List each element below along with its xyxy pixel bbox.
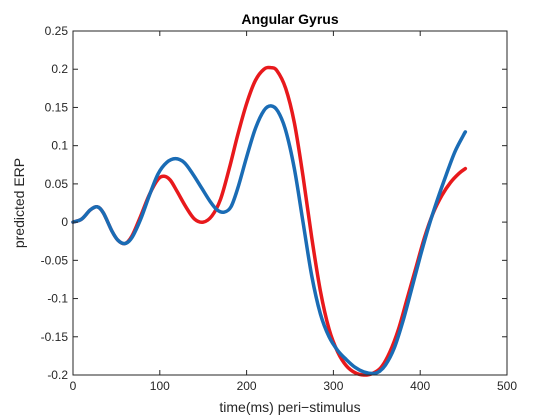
- y-tick-label: 0.05: [45, 177, 69, 191]
- series-layer: [71, 65, 468, 377]
- y-tick-label: 0.1: [51, 139, 68, 153]
- y-axis-label: predicted ERP: [11, 158, 27, 248]
- series-line-2: [71, 104, 468, 376]
- ticks-layer: 0 100 200 300 400 500 -0.2 -0.15 -0.1 -0.05 0 0.05 0…: [41, 24, 518, 393]
- x-axis-label: time(ms) peri−stimulus: [219, 399, 360, 415]
- plot-area: [73, 31, 507, 375]
- x-tick-label: 0: [70, 379, 77, 393]
- y-tick-label: -0.05: [41, 253, 69, 267]
- x-tick-label: 300: [323, 379, 343, 393]
- x-tick-label: 200: [237, 379, 257, 393]
- y-tick-label: -0.15: [41, 330, 69, 344]
- x-tick-label: 100: [150, 379, 170, 393]
- x-tick-label: 400: [410, 379, 430, 393]
- y-tick-label: -0.2: [47, 368, 68, 382]
- y-tick-label: -0.1: [47, 292, 68, 306]
- x-tick-label: 500: [497, 379, 517, 393]
- y-tick-label: 0.25: [45, 24, 69, 38]
- y-tick-label: 0: [61, 215, 68, 229]
- y-tick-label: 0.15: [45, 100, 69, 114]
- chart-title: Angular Gyrus: [241, 11, 338, 27]
- axes-box: [72, 30, 508, 376]
- y-tick-label: 0.2: [51, 62, 68, 76]
